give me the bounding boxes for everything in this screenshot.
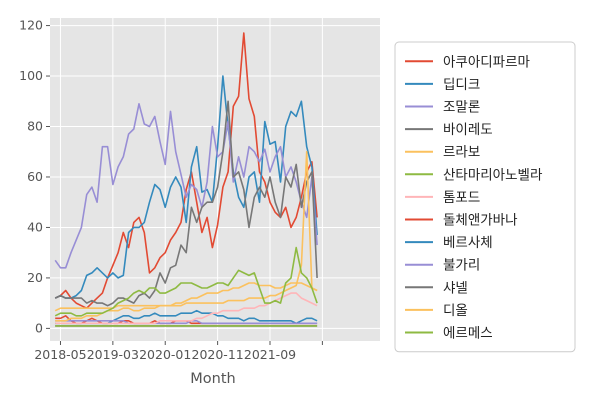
legend-label: 바이레도 <box>443 122 493 138</box>
legend-label: 조말론 <box>443 100 480 116</box>
y-tick-label: 100 <box>19 68 43 83</box>
y-axis-ticks: 0 20 40 60 80 100 120 <box>19 18 50 335</box>
legend-label: 톰포드 <box>443 190 480 206</box>
y-tick-label: 20 <box>27 270 43 285</box>
series-line <box>54 32 318 310</box>
series-line <box>55 282 318 322</box>
legend-label: 불가리 <box>443 258 480 274</box>
x-axis-title: Month <box>190 371 235 387</box>
legend-label: 아쿠아디파르마 <box>443 54 531 70</box>
y-tick-label: 80 <box>27 119 43 134</box>
x-tick-label: 2020-01 <box>139 347 191 362</box>
legend-label: 산타마리아노벨라 <box>443 167 543 183</box>
y-tick-label: 0 <box>35 320 43 335</box>
y-tick-label: 120 <box>19 18 43 33</box>
series-line <box>55 319 318 325</box>
legend-label: 돌체앤가바나 <box>443 213 518 229</box>
y-tick-label: 60 <box>27 169 43 184</box>
legend-label: 샤넬 <box>443 280 468 296</box>
x-axis-ticks: 2018-05 2019-03 2020-01 2020-11 2021-09 <box>34 341 323 362</box>
series-line <box>54 75 318 299</box>
series-line <box>54 103 318 269</box>
grid-lines <box>50 18 380 341</box>
legend-box <box>394 41 576 353</box>
legend-label: 에르메스 <box>443 326 493 342</box>
x-tick-label: 2018-05 <box>34 347 86 362</box>
legend-label: 르라보 <box>443 145 480 161</box>
x-tick-label: 2021-09 <box>244 347 296 362</box>
x-tick-label: 2020-11 <box>192 347 244 362</box>
series-line <box>54 100 318 307</box>
series-line <box>54 246 318 317</box>
legend-label: 디올 <box>443 303 468 319</box>
y-tick-label: 40 <box>27 219 43 234</box>
legend-label: 딥디크 <box>443 77 480 93</box>
series-lines <box>54 32 318 327</box>
legend: 아쿠아디파르마딥디크조말론바이레도르라보산타마리아노벨라톰포드돌체앤가바나베르사… <box>394 41 576 353</box>
series-line <box>54 150 318 312</box>
x-tick-label: 2019-03 <box>87 347 139 362</box>
legend-label: 베르사체 <box>443 235 493 251</box>
